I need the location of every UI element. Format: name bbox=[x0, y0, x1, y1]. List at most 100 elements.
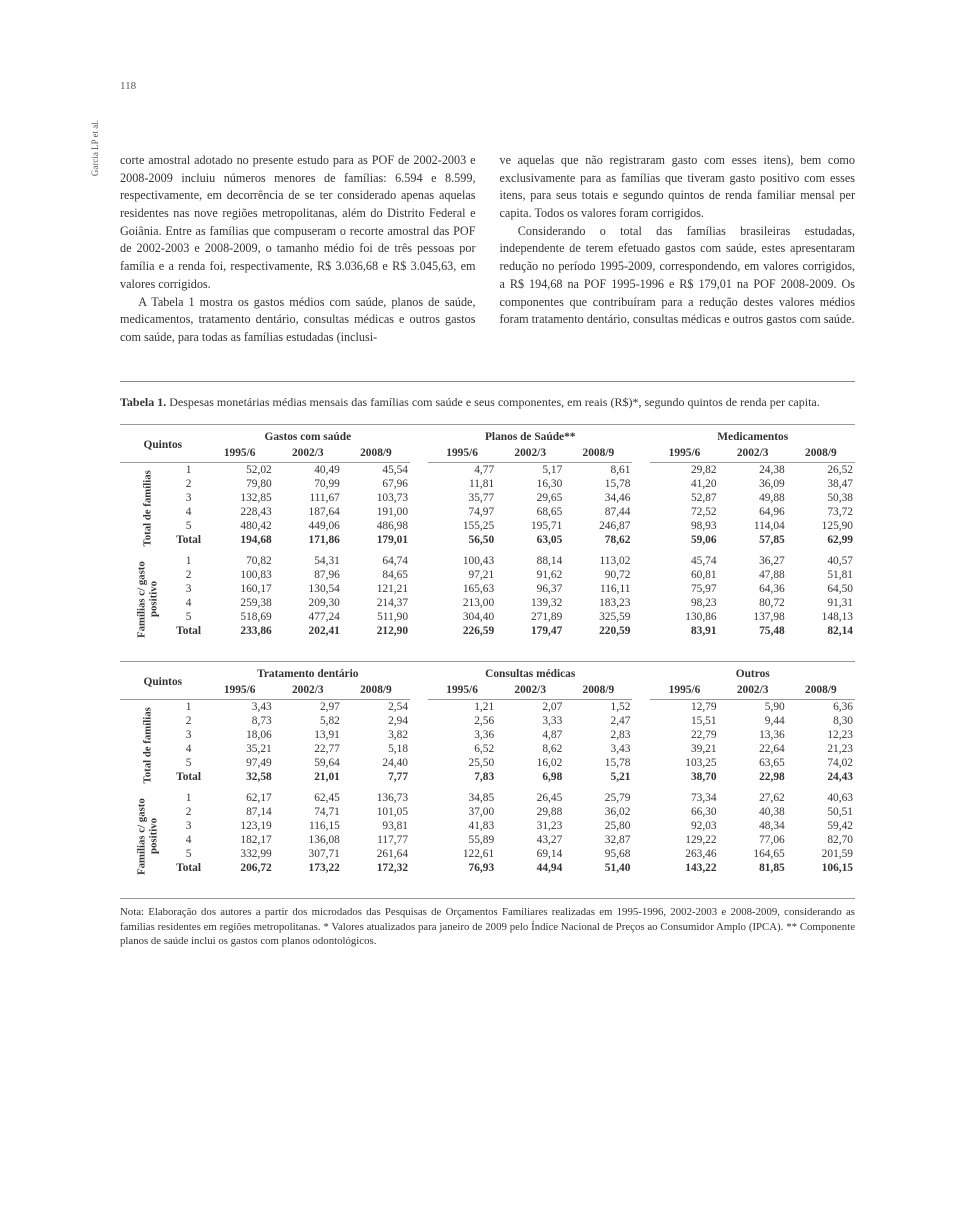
year-header: 2008/9 bbox=[342, 446, 410, 463]
table-cell: 130,54 bbox=[274, 582, 342, 596]
table-cell: 209,30 bbox=[274, 596, 342, 610]
table-cell: 90,72 bbox=[564, 568, 632, 582]
table-cell: 449,06 bbox=[274, 519, 342, 533]
body-paragraph: ve aquelas que não registraram gasto com… bbox=[500, 152, 856, 223]
table-cell: 91,31 bbox=[787, 596, 855, 610]
table-cell: 52,02 bbox=[206, 463, 274, 478]
table-cell: 59,06 bbox=[650, 533, 718, 554]
year-header: 2008/9 bbox=[564, 683, 632, 700]
table-cell: 40,57 bbox=[787, 554, 855, 568]
table-cell: 45,54 bbox=[342, 463, 410, 478]
table-cell: 477,24 bbox=[274, 610, 342, 624]
table-cell: 5,18 bbox=[342, 742, 410, 756]
table-cell: 22,98 bbox=[719, 770, 787, 791]
table-cell: 40,38 bbox=[719, 805, 787, 819]
row-label: 2 bbox=[172, 714, 206, 728]
table-cell: 155,25 bbox=[428, 519, 496, 533]
table-cell: 304,40 bbox=[428, 610, 496, 624]
table-cell: 25,80 bbox=[564, 819, 632, 833]
table-cell: 64,74 bbox=[342, 554, 410, 568]
table-cell: 41,20 bbox=[650, 477, 718, 491]
table-cell: 87,44 bbox=[564, 505, 632, 519]
table-cell: 11,81 bbox=[428, 477, 496, 491]
table-cell: 195,71 bbox=[496, 519, 564, 533]
table-cell: 5,17 bbox=[496, 463, 564, 478]
table-cell: 75,48 bbox=[719, 624, 787, 645]
table-cell: 34,85 bbox=[428, 791, 496, 805]
row-label: 4 bbox=[172, 742, 206, 756]
table-cell: 54,31 bbox=[274, 554, 342, 568]
table-cell: 81,85 bbox=[719, 861, 787, 882]
section-header: Outros bbox=[650, 662, 855, 684]
table-cell: 73,34 bbox=[650, 791, 718, 805]
table-cell: 2,94 bbox=[342, 714, 410, 728]
table-cell: 25,79 bbox=[564, 791, 632, 805]
table-cell: 63,65 bbox=[719, 756, 787, 770]
table-cell: 22,79 bbox=[650, 728, 718, 742]
table-cell: 172,32 bbox=[342, 861, 410, 882]
year-header: 2008/9 bbox=[342, 683, 410, 700]
table-cell: 50,38 bbox=[787, 491, 855, 505]
table-cell: 261,64 bbox=[342, 847, 410, 861]
row-label: 2 bbox=[172, 477, 206, 491]
table-cell: 480,42 bbox=[206, 519, 274, 533]
table-cell: 32,87 bbox=[564, 833, 632, 847]
row-label: 5 bbox=[172, 756, 206, 770]
section-header: Consultas médicas bbox=[428, 662, 632, 684]
table-cell: 69,14 bbox=[496, 847, 564, 861]
table-cell: 113,02 bbox=[564, 554, 632, 568]
table-cell: 15,78 bbox=[564, 477, 632, 491]
group-label: Total de famílias bbox=[120, 700, 172, 792]
body-paragraph: corte amostral adotado no presente estud… bbox=[120, 152, 476, 294]
table-cell: 35,21 bbox=[206, 742, 274, 756]
table-cell: 117,77 bbox=[342, 833, 410, 847]
year-header: 2008/9 bbox=[787, 446, 855, 463]
year-header: 1995/6 bbox=[206, 446, 274, 463]
table-cell: 511,90 bbox=[342, 610, 410, 624]
table-note: Nota: Elaboração dos autores a partir do… bbox=[120, 898, 855, 949]
table-cell: 37,00 bbox=[428, 805, 496, 819]
year-header: 2002/3 bbox=[274, 683, 342, 700]
table-cell: 96,37 bbox=[496, 582, 564, 596]
table-cell: 6,36 bbox=[787, 700, 855, 715]
row-label: Total bbox=[172, 624, 206, 645]
table-cell: 87,14 bbox=[206, 805, 274, 819]
table-cell: 16,30 bbox=[496, 477, 564, 491]
table-cell: 82,14 bbox=[787, 624, 855, 645]
table-cell: 13,91 bbox=[274, 728, 342, 742]
table-cell: 116,11 bbox=[564, 582, 632, 596]
table-cell: 16,02 bbox=[496, 756, 564, 770]
table-cell: 72,52 bbox=[650, 505, 718, 519]
year-header: 1995/6 bbox=[206, 683, 274, 700]
table-cell: 212,90 bbox=[342, 624, 410, 645]
table-cell: 98,93 bbox=[650, 519, 718, 533]
table-cell: 123,19 bbox=[206, 819, 274, 833]
row-label: 4 bbox=[172, 596, 206, 610]
table-cell: 27,62 bbox=[719, 791, 787, 805]
table-cell: 95,68 bbox=[564, 847, 632, 861]
table-cell: 136,73 bbox=[342, 791, 410, 805]
table-cell: 116,15 bbox=[274, 819, 342, 833]
table-cell: 201,59 bbox=[787, 847, 855, 861]
table-cell: 132,85 bbox=[206, 491, 274, 505]
table-cell: 7,83 bbox=[428, 770, 496, 791]
section-header: Tratamento dentário bbox=[206, 662, 410, 684]
table-cell: 70,99 bbox=[274, 477, 342, 491]
table-cell: 97,21 bbox=[428, 568, 496, 582]
table-cell: 3,43 bbox=[206, 700, 274, 715]
table-cell: 40,49 bbox=[274, 463, 342, 478]
table-cell: 164,65 bbox=[719, 847, 787, 861]
table-cell: 36,09 bbox=[719, 477, 787, 491]
section-header: Medicamentos bbox=[650, 425, 855, 447]
row-label: 3 bbox=[172, 728, 206, 742]
table-cell: 25,50 bbox=[428, 756, 496, 770]
table-cell: 51,40 bbox=[564, 861, 632, 882]
table-cell: 171,86 bbox=[274, 533, 342, 554]
table-cell: 2,56 bbox=[428, 714, 496, 728]
table-cell: 24,38 bbox=[719, 463, 787, 478]
table-cell: 59,64 bbox=[274, 756, 342, 770]
table-cell: 66,30 bbox=[650, 805, 718, 819]
table-cell: 100,83 bbox=[206, 568, 274, 582]
table-cell: 307,71 bbox=[274, 847, 342, 861]
row-label: 4 bbox=[172, 505, 206, 519]
